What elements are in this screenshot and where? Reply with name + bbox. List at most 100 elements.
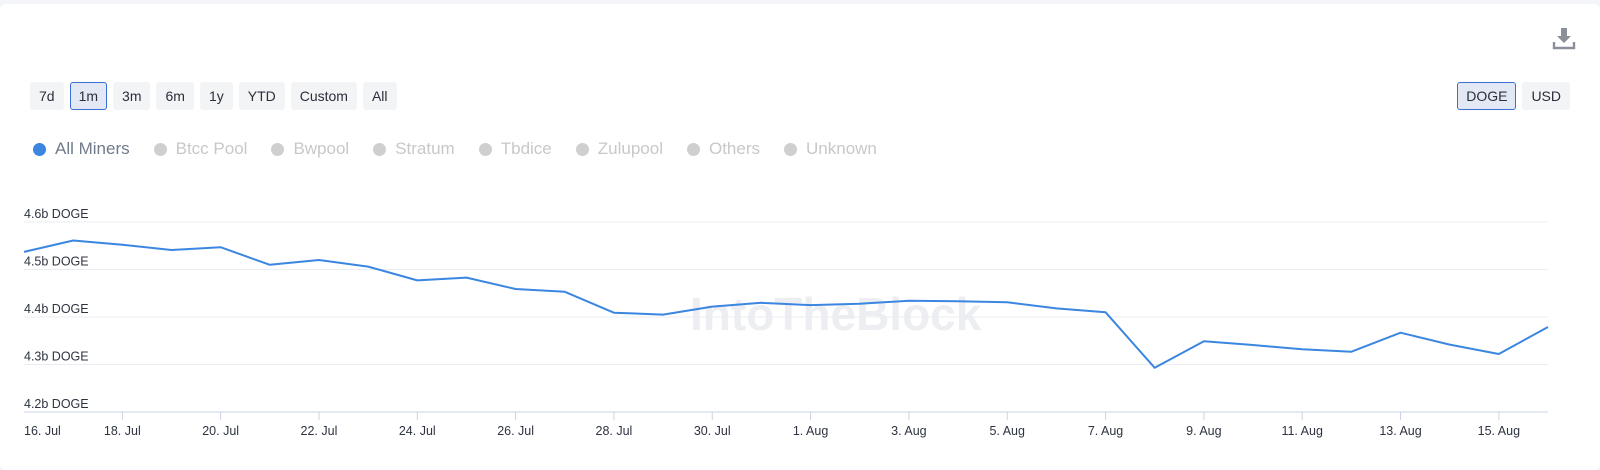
download-icon <box>1552 28 1576 50</box>
x-tick-label: 5. Aug <box>989 424 1024 438</box>
x-tick-label: 13. Aug <box>1379 424 1421 438</box>
legend-label: Unknown <box>806 139 877 158</box>
x-tick-label: 16. Jul <box>24 424 61 438</box>
range-1m-button[interactable]: 1m <box>69 82 108 110</box>
x-tick-label: 9. Aug <box>1186 424 1221 438</box>
y-axis: 4.2b DOGE 4.3b DOGE 4.4b DOGE 4.5b DOGE 4.6b… <box>24 207 89 411</box>
grid <box>24 221 1548 413</box>
data-point[interactable] <box>313 254 325 266</box>
data-point[interactable] <box>1247 339 1259 351</box>
data-point[interactable] <box>608 307 620 319</box>
series-line-all-miners <box>23 239 1549 369</box>
legend-dot <box>153 142 167 156</box>
data-point[interactable] <box>67 235 79 247</box>
unit-selector: DOGE USD <box>1457 82 1570 110</box>
y-tick-label: 4.6b DOGE <box>24 207 89 221</box>
range-custom-button[interactable]: Custom <box>290 82 357 110</box>
time-range-selector: 7d 1m 3m 6m 1y YTD Custom All <box>30 82 397 110</box>
legend-item-btcc-pool[interactable]: Btcc Pool <box>153 139 248 159</box>
data-point[interactable] <box>952 295 964 307</box>
data-point[interactable] <box>854 298 866 310</box>
data-point[interactable] <box>165 244 177 256</box>
watermark-logo: IntoTheBlock <box>690 288 982 340</box>
x-tick-label: 20. Jul <box>202 424 239 438</box>
x-tick-label: 26. Jul <box>497 424 534 438</box>
x-tick-label: 24. Jul <box>399 424 436 438</box>
legend-dot <box>575 142 589 156</box>
data-point[interactable] <box>1542 321 1554 333</box>
range-ytd-button[interactable]: YTD <box>238 82 285 110</box>
data-point[interactable] <box>1001 296 1013 308</box>
range-7d-button[interactable]: 7d <box>30 82 64 110</box>
data-point[interactable] <box>755 297 767 309</box>
data-point[interactable] <box>362 261 374 273</box>
chart-legend: All Miners Btcc Pool Bwpool Stratum Tbdi… <box>33 139 877 159</box>
x-tick-label: 7. Aug <box>1088 424 1123 438</box>
download-button[interactable] <box>1552 26 1576 52</box>
series-layer <box>18 235 1554 374</box>
data-point[interactable] <box>1444 339 1456 351</box>
legend-item-zulupool[interactable]: Zulupool <box>575 139 663 159</box>
data-point[interactable] <box>1395 327 1407 339</box>
data-point[interactable] <box>1345 346 1357 358</box>
y-tick-label: 4.4b DOGE <box>24 302 89 316</box>
data-point[interactable] <box>411 274 423 286</box>
legend-item-bwpool[interactable]: Bwpool <box>271 139 349 159</box>
data-point[interactable] <box>460 272 472 284</box>
chart-panel <box>0 4 1600 470</box>
legend-dot <box>373 142 387 156</box>
legend-label: Btcc Pool <box>175 139 248 158</box>
data-point[interactable] <box>1198 335 1210 347</box>
y-tick-label: 4.2b DOGE <box>24 397 89 411</box>
legend-label: Bwpool <box>293 139 350 158</box>
data-point[interactable] <box>1100 306 1112 318</box>
data-point[interactable] <box>215 241 227 253</box>
legend-item-stratum[interactable]: Stratum <box>373 139 455 159</box>
x-tick-label: 3. Aug <box>891 424 926 438</box>
data-point[interactable] <box>805 299 817 311</box>
x-tick-label: 11. Aug <box>1281 424 1323 438</box>
legend-label: All Miners <box>55 139 130 158</box>
data-point[interactable] <box>116 239 128 251</box>
x-tick-label: 18. Jul <box>104 424 141 438</box>
legend-label: Stratum <box>395 139 455 158</box>
data-point[interactable] <box>18 246 30 258</box>
y-tick-label: 4.5b DOGE <box>24 255 89 269</box>
x-tick-label: 1. Aug <box>793 424 828 438</box>
x-tick-label: 28. Jul <box>596 424 633 438</box>
data-point[interactable] <box>559 286 571 298</box>
data-point[interactable] <box>1050 302 1062 314</box>
unit-doge-button[interactable]: DOGE <box>1457 82 1517 110</box>
y-tick-label: 4.3b DOGE <box>24 350 89 364</box>
legend-item-tbdice[interactable]: Tbdice <box>478 139 552 159</box>
legend-label: Zulupool <box>597 139 663 158</box>
x-tick-label: 15. Aug <box>1478 424 1520 438</box>
range-all-button[interactable]: All <box>362 82 397 110</box>
data-point[interactable] <box>903 295 915 307</box>
legend-label: Others <box>708 139 761 158</box>
data-point[interactable] <box>657 309 669 321</box>
legend-item-others[interactable]: Others <box>686 139 761 159</box>
data-point[interactable] <box>264 259 276 271</box>
legend-dot <box>784 142 798 156</box>
x-axis: 16. Jul 18. Jul 20. Jul 22. Jul 24. Jul 26. J… <box>24 412 1520 438</box>
legend-item-unknown[interactable]: Unknown <box>784 139 877 159</box>
data-point[interactable] <box>1493 348 1505 360</box>
data-point[interactable] <box>1149 362 1161 374</box>
x-tick-label: 22. Jul <box>301 424 338 438</box>
legend-dot <box>33 142 46 156</box>
range-1y-button[interactable]: 1y <box>199 82 233 110</box>
legend-label: Tbdice <box>500 139 552 158</box>
range-6m-button[interactable]: 6m <box>156 82 194 110</box>
legend-item-all-miners[interactable]: All Miners <box>33 139 130 159</box>
range-3m-button[interactable]: 3m <box>113 82 151 110</box>
legend-dot <box>686 142 700 156</box>
data-point[interactable] <box>510 283 522 295</box>
unit-usd-button[interactable]: USD <box>1522 82 1570 110</box>
legend-dot <box>271 142 285 156</box>
data-point[interactable] <box>706 301 718 313</box>
legend-dot <box>478 142 492 156</box>
data-point[interactable] <box>1296 343 1308 355</box>
x-tick-label: 30. Jul <box>694 424 731 438</box>
